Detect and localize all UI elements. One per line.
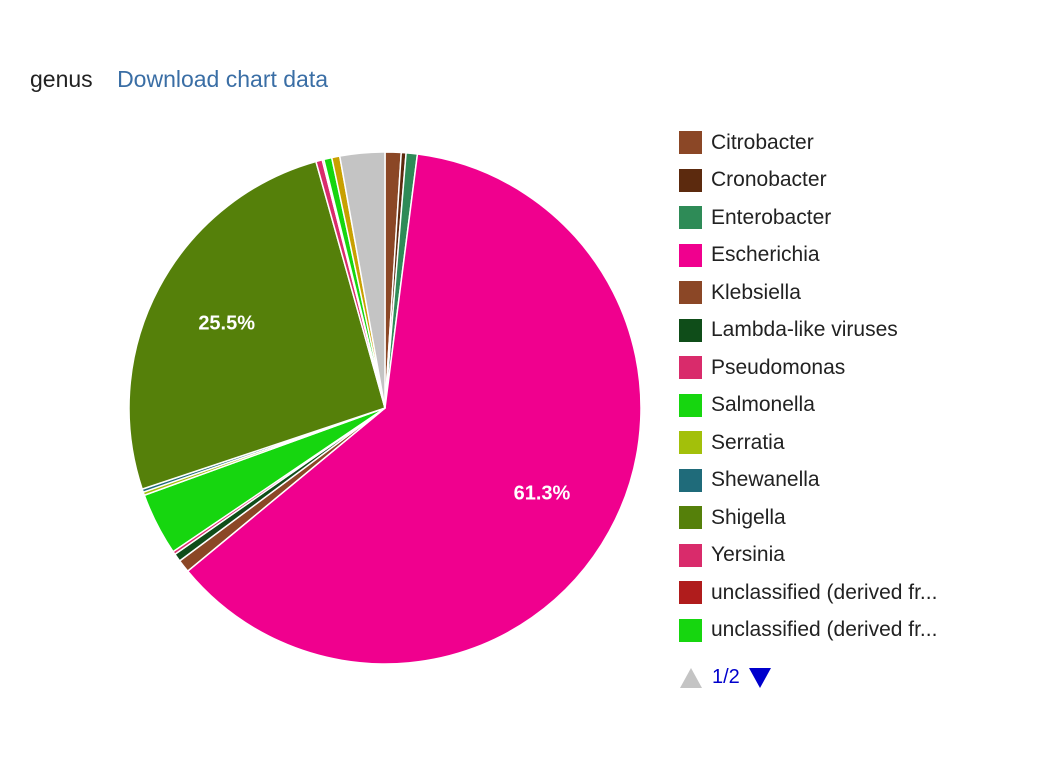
- legend-swatch: [679, 168, 702, 192]
- legend-item-shewanella-9[interactable]: Shewanella: [679, 462, 937, 500]
- legend-item-yersinia-11[interactable]: Yersinia: [679, 537, 937, 575]
- legend-page-indicator: 1/2: [712, 666, 740, 688]
- legend-item-escherichia-3[interactable]: Escherichia: [679, 237, 937, 275]
- pie-slice-label-shigella: 25.5%: [198, 312, 255, 334]
- legend-swatch: [679, 243, 702, 267]
- legend-prev-page-icon[interactable]: [679, 667, 703, 689]
- legend-item-klebsiella-4[interactable]: Klebsiella: [679, 274, 937, 312]
- pie-slice-labels: 61.3% 25.5%: [198, 312, 570, 504]
- legend-item-salmonella-7[interactable]: Salmonella: [679, 387, 937, 425]
- legend-label: Escherichia: [711, 243, 820, 267]
- legend-item-enterobacter-2[interactable]: Enterobacter: [679, 199, 937, 237]
- legend-label: Cronobacter: [711, 168, 827, 192]
- legend-swatch: [679, 206, 702, 230]
- download-chart-data-link[interactable]: Download chart data: [117, 66, 329, 92]
- legend-label: Shigella: [711, 505, 786, 529]
- pie-slice-label-escherichia: 61.3%: [514, 483, 571, 505]
- legend-label: Salmonella: [711, 393, 815, 417]
- legend-label: Yersinia: [711, 543, 785, 567]
- legend-swatch: [679, 393, 702, 417]
- legend-swatch: [679, 356, 702, 380]
- pie-slice-shigella-10[interactable]: [128, 160, 386, 491]
- legend-label: Klebsiella: [711, 280, 801, 304]
- legend-swatch: [679, 543, 702, 567]
- legend-swatch: [679, 281, 702, 305]
- legend-label: Lambda-like viruses: [711, 318, 898, 342]
- legend-item-pseudomonas-6[interactable]: Pseudomonas: [679, 349, 937, 387]
- pie-slice-escherichia-3[interactable]: [186, 153, 642, 665]
- legend-swatch: [679, 468, 702, 492]
- legend-item-cronobacter-1[interactable]: Cronobacter: [679, 162, 937, 200]
- legend-swatch: [679, 506, 702, 530]
- chart-header: genus Download chart data: [30, 66, 328, 93]
- legend-pager: 1/2: [679, 666, 772, 689]
- legend-swatch: [679, 318, 702, 342]
- chart-legend: Citrobacter Cronobacter Enterobacter Escher…: [679, 124, 937, 649]
- legend-item-lambda-like-viruses-5[interactable]: Lambda-like viruses: [679, 312, 937, 350]
- legend-item-citrobacter-0[interactable]: Citrobacter: [679, 124, 937, 162]
- legend-item-unclassified-derived-fr-13[interactable]: unclassified (derived fr...: [679, 612, 937, 650]
- legend-swatch: [679, 131, 702, 155]
- legend-label: Shewanella: [711, 468, 820, 492]
- legend-label: Citrobacter: [711, 130, 814, 154]
- legend-label: unclassified (derived fr...: [711, 580, 938, 604]
- legend-label: Serratia: [711, 430, 785, 454]
- legend-label: Enterobacter: [711, 205, 832, 229]
- legend-item-unclassified-derived-fr-12[interactable]: unclassified (derived fr...: [679, 574, 937, 612]
- legend-next-page-icon[interactable]: [748, 667, 772, 689]
- legend-item-shigella-10[interactable]: Shigella: [679, 499, 937, 537]
- legend-label: unclassified (derived fr...: [711, 618, 938, 642]
- legend-item-serratia-8[interactable]: Serratia: [679, 424, 937, 462]
- chart-title: genus: [30, 66, 93, 92]
- pie-slices: [128, 151, 642, 665]
- legend-swatch: [679, 431, 702, 455]
- legend-label: Pseudomonas: [711, 355, 846, 379]
- legend-swatch: [679, 581, 702, 605]
- legend-swatch: [679, 618, 702, 642]
- pie-slice-other-15[interactable]: [338, 151, 386, 409]
